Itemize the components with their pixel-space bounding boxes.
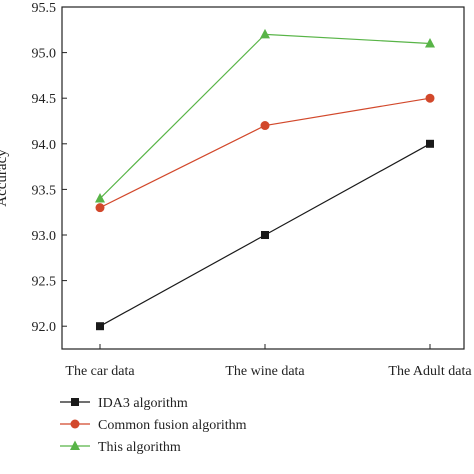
plot-frame	[61, 6, 465, 350]
legend-marker	[70, 440, 80, 450]
series-line-3	[99, 33, 431, 199]
y-tick-label: 94.5	[32, 92, 57, 107]
y-axis-title: Accuracy	[0, 149, 10, 207]
y-tick-label: 95.0	[32, 47, 57, 62]
data-point-series-1	[261, 231, 269, 239]
data-point-series-1	[96, 322, 104, 331]
y-axis: 92.0 92.5 93.0 93.5 94.0 94.5 95.0 95.5	[32, 1, 67, 335]
legend-marker	[70, 419, 80, 429]
data-point-series-2	[95, 203, 105, 213]
y-tick-label: 95.5	[32, 1, 57, 16]
y-tick-label: 94.0	[32, 138, 57, 153]
legend: IDA3 algorithm Common fusion algorithm Thi…	[60, 396, 247, 455]
y-tick-label: 93.0	[32, 229, 57, 244]
x-tick-label: The car data	[65, 364, 135, 379]
y-tick-label: 92.5	[32, 275, 57, 290]
data-point-series-1	[426, 139, 434, 148]
data-point-series-3	[425, 37, 435, 48]
data-point-series-2	[425, 93, 435, 103]
x-tick-label: The Adult data	[388, 364, 472, 379]
series-group	[95, 28, 435, 331]
data-point-series-2	[260, 121, 270, 131]
legend-label: Common fusion algorithm	[98, 418, 247, 433]
legend-label: IDA3 algorithm	[98, 396, 188, 411]
x-axis: The car data The wine data The Adult data	[65, 344, 472, 379]
series-line-2	[99, 97, 431, 209]
data-point-series-3	[260, 28, 270, 39]
x-tick-label: The wine data	[225, 364, 305, 379]
y-tick-label: 93.5	[32, 183, 57, 198]
legend-label: This algorithm	[98, 440, 181, 455]
data-point-series-3	[95, 193, 105, 203]
legend-marker	[71, 398, 79, 406]
y-tick-label: 92.0	[32, 320, 57, 335]
